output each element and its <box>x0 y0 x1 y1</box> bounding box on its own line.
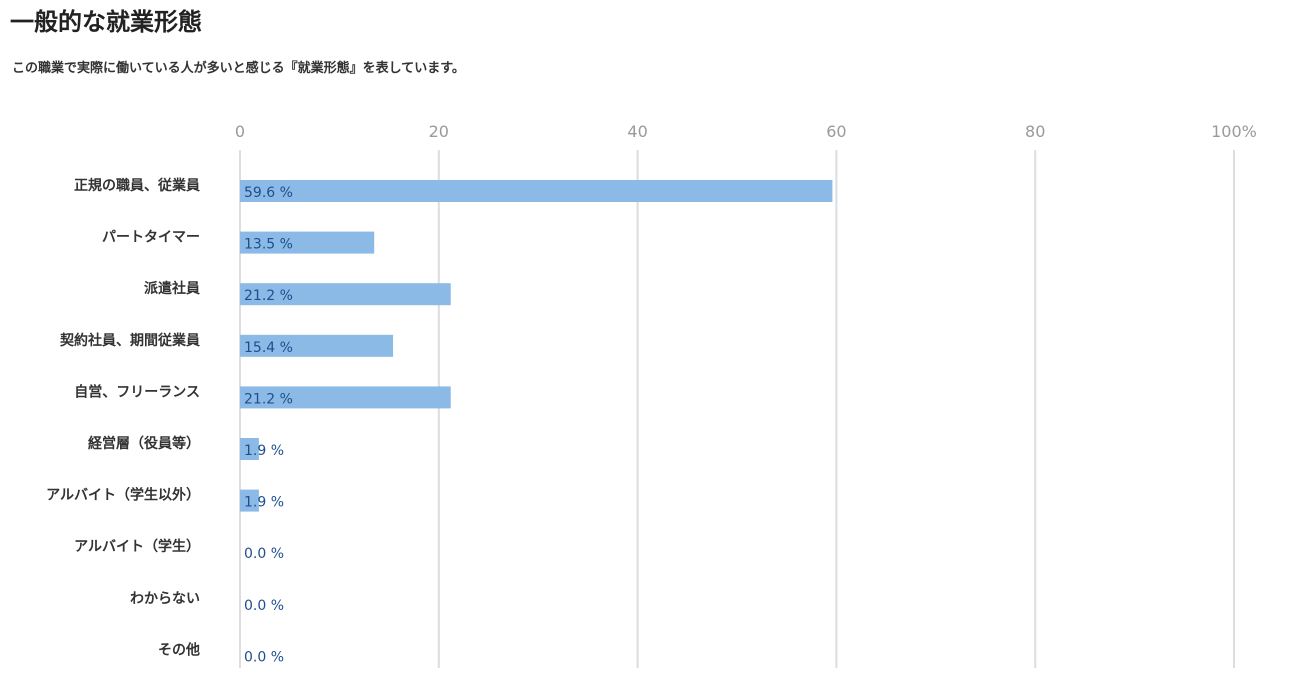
page-subtitle: この職業で実際に働いている人が多いと感じる『就業形態』を表しています。 <box>12 61 465 76</box>
category-label: 経営層（役員等） <box>88 435 200 452</box>
data-label: 0.0 % <box>244 546 284 562</box>
bar <box>240 231 375 254</box>
bar <box>240 180 833 202</box>
category-label: 派遣社員 <box>144 280 200 297</box>
bar <box>240 489 259 512</box>
data-label: 0.0 % <box>244 649 284 665</box>
category-label: 正規の職員、従業員 <box>74 177 200 194</box>
data-label: 21.2 % <box>244 391 293 407</box>
category-label: アルバイト（学生） <box>74 538 200 555</box>
category-label: パートタイマー <box>102 230 200 246</box>
category-label: 契約社員、期間従業員 <box>59 332 200 349</box>
bar <box>240 438 259 460</box>
data-label: 15.4 % <box>244 340 293 356</box>
category-label: 自営、フリーランス <box>74 383 200 400</box>
page-title: 一般的な就業形態 <box>10 8 202 36</box>
data-label: 21.2 % <box>244 288 293 304</box>
data-label: 59.6 % <box>244 185 293 201</box>
category-label: わからない <box>130 591 200 607</box>
x-tick-label: 100% <box>1211 122 1257 141</box>
x-tick-label: 60 <box>826 122 846 141</box>
bar <box>240 283 451 306</box>
x-tick-label: 0 <box>235 122 245 141</box>
x-tick-label: 20 <box>429 122 449 141</box>
bar <box>240 386 451 409</box>
data-label: 0.0 % <box>244 598 284 614</box>
data-label: 13.5 % <box>244 237 293 253</box>
data-label: 1.9 % <box>244 495 284 511</box>
category-label: その他 <box>158 641 200 658</box>
data-label: 1.9 % <box>244 443 284 459</box>
x-tick-label: 80 <box>1025 122 1045 141</box>
category-label: アルバイト（学生以外） <box>46 487 200 504</box>
x-tick-label: 40 <box>627 122 647 141</box>
bar <box>240 334 394 357</box>
